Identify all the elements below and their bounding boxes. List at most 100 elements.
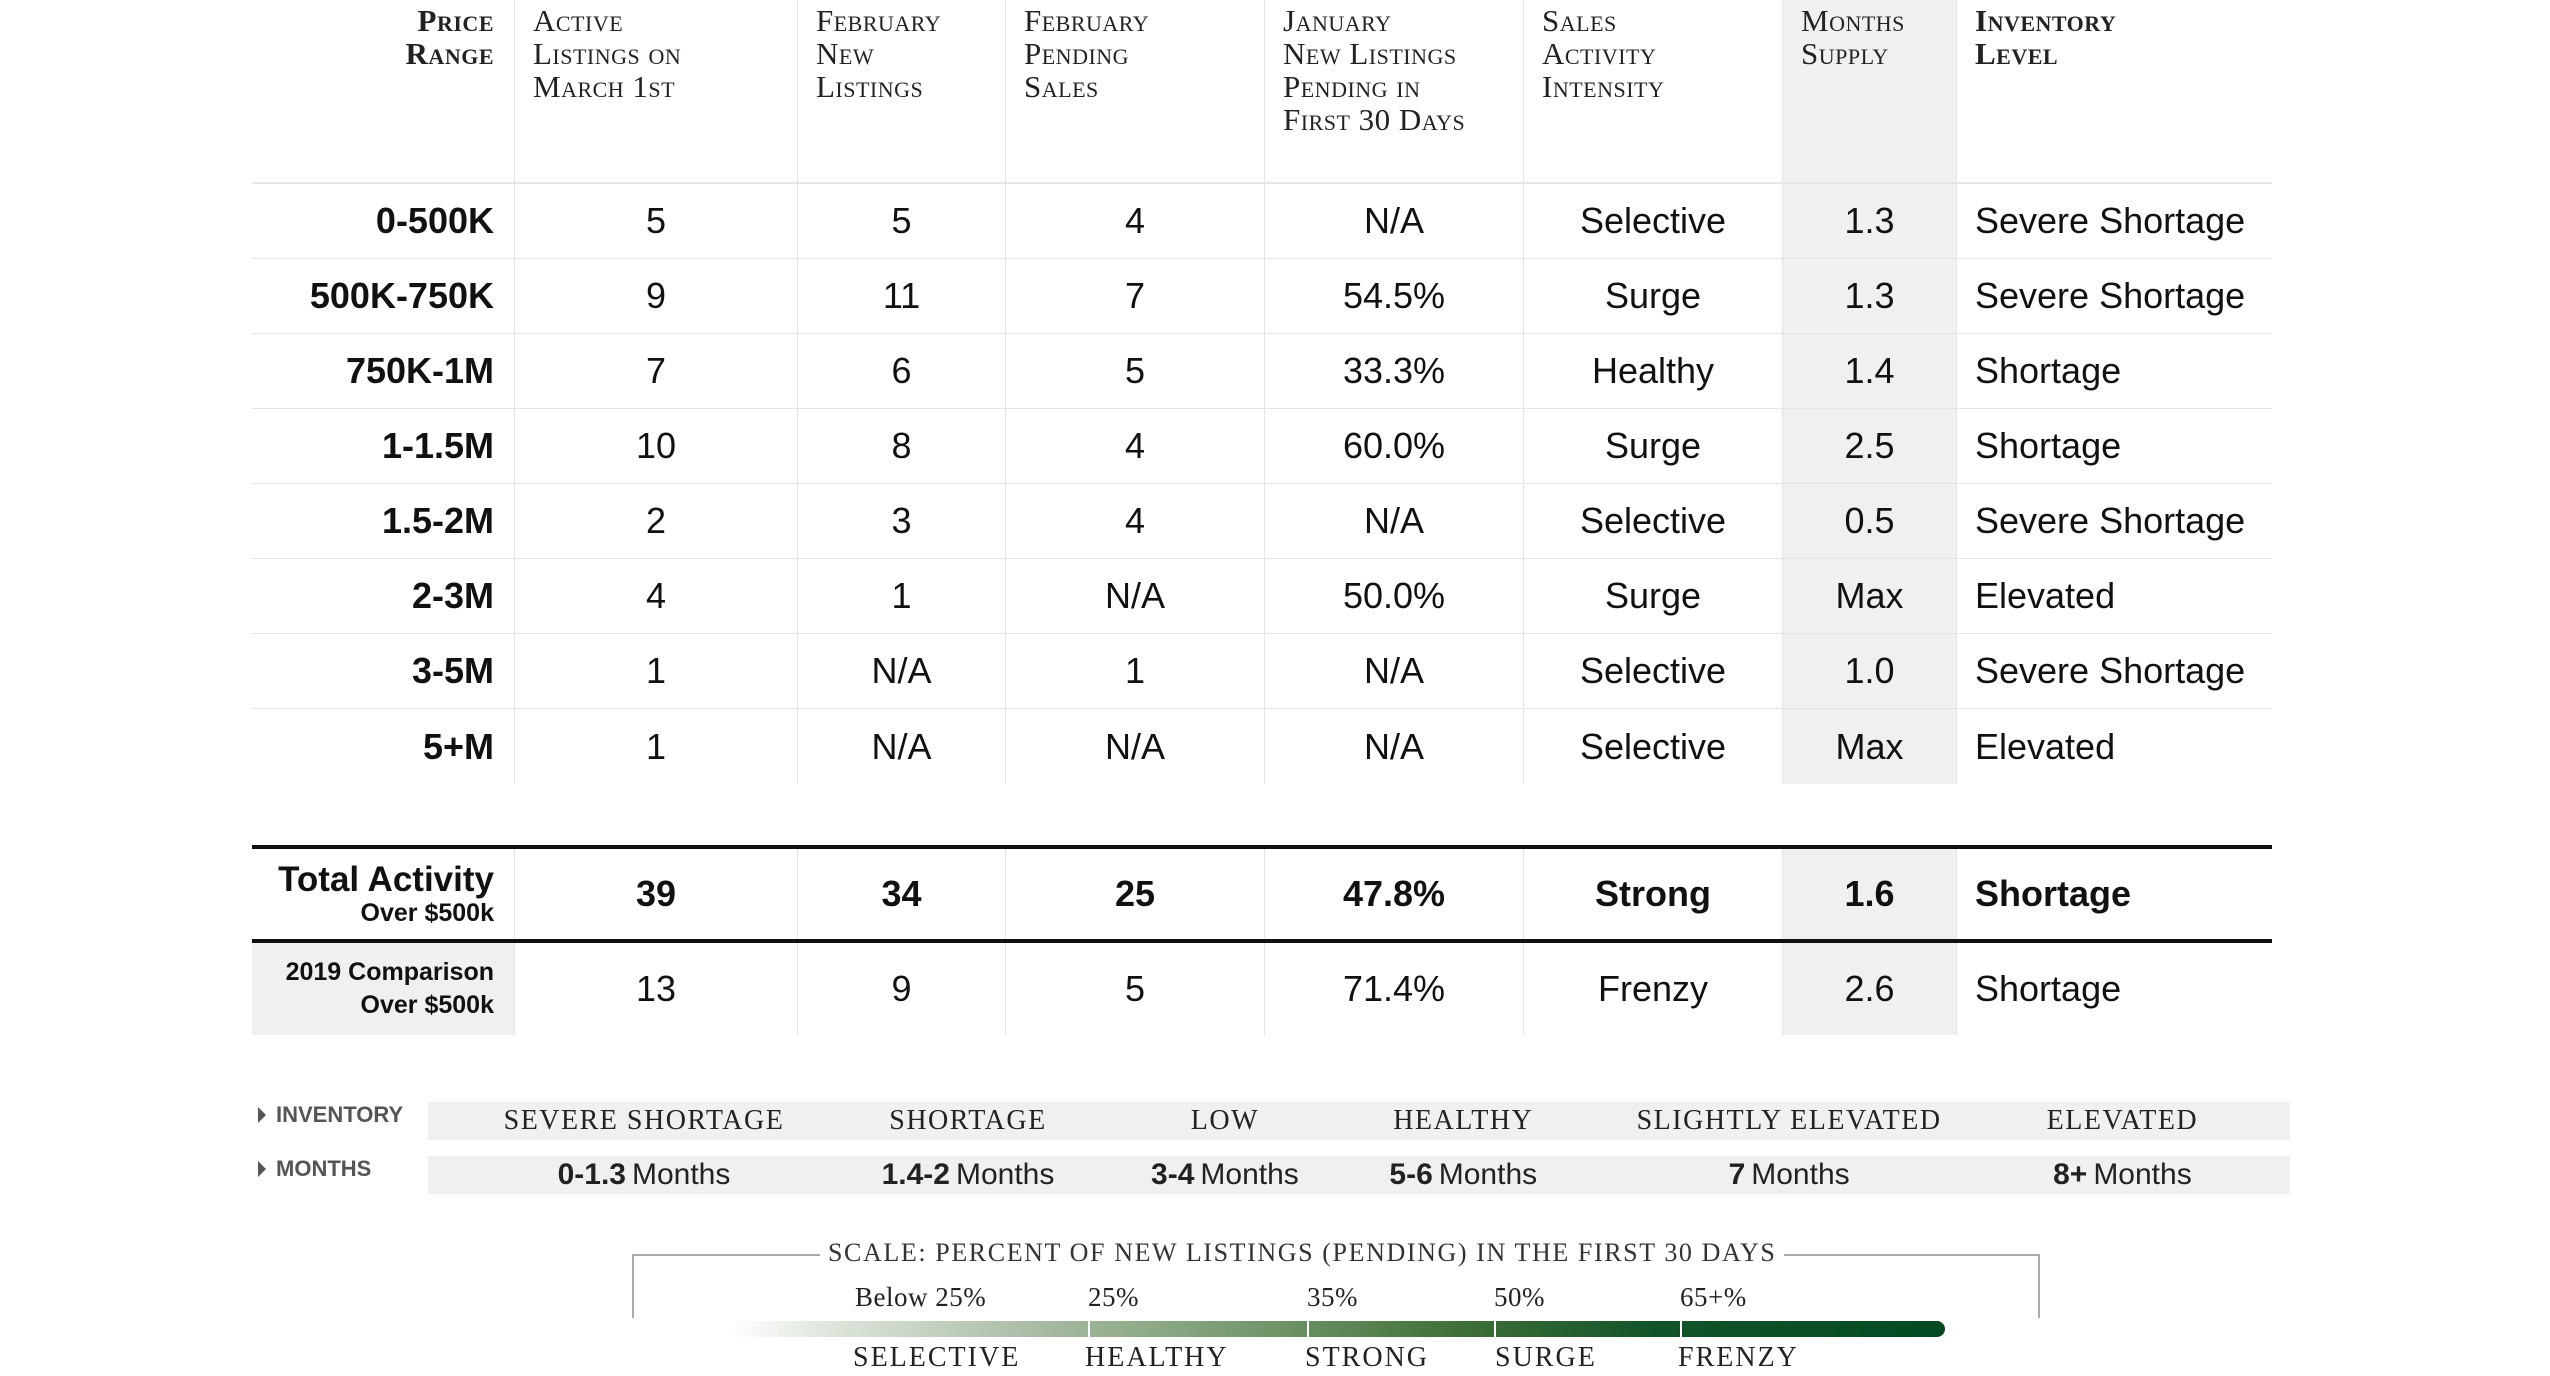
cell-active-listings: 10 [515,409,798,483]
table-row: 1.5-2M 2 3 4 N/A Selective 0.5 Severe Shortage [252,484,2272,559]
cell-pending-first-30-days: 33.3% [1265,334,1524,408]
cell-pending-sales: 1 [1006,634,1265,708]
cell-pending-sales: N/A [1006,559,1265,633]
months-range-label: 3-4 Months [1151,1156,1299,1194]
table-row: 5+M 1 N/A N/A N/A Selective Max Elevated [252,709,2272,784]
scale-level-label: STRONG [1305,1342,1430,1373]
cell-months-supply: 1.3 [1783,184,1957,258]
totals-section: Total Activity Over $500k 39 34 25 47.8%… [252,845,2272,1035]
table-row: 750K-1M 7 6 5 33.3% Healthy 1.4 Shortage [252,334,2272,409]
total-pending-sales: 25 [1006,849,1265,939]
cell-active-listings: 2 [515,484,798,558]
total-activity-row: Total Activity Over $500k 39 34 25 47.8%… [252,845,2272,943]
scale-tick [1680,1318,1682,1340]
cell-months-supply: Max [1783,559,1957,633]
cell-new-listings: 5 [798,184,1006,258]
cell-active-listings: 9 [515,259,798,333]
comparison-pending-sales: 5 [1006,943,1265,1035]
header-active-listings: Active Listings on March 1st [515,0,798,184]
months-range-value: 1.4-2 [881,1158,950,1191]
total-active-listings: 39 [515,849,798,939]
cell-pending-sales: 5 [1006,334,1265,408]
table-row: 2-3M 4 1 N/A 50.0% Surge Max Elevated [252,559,2272,634]
cell-inventory-level: Severe Shortage [1975,650,2246,691]
cell-pending-first-30-days: N/A [1265,184,1524,258]
cell-sales-activity: Selective [1524,184,1783,258]
scale-tick [1307,1318,1309,1340]
cell-inventory-level: Severe Shortage [1975,200,2246,241]
cell-new-listings: 1 [798,559,1006,633]
cell-months-supply: 2.5 [1783,409,1957,483]
cell-months-supply: 1.4 [1783,334,1957,408]
months-range-label: 5-6 Months [1389,1156,1537,1194]
header-price-range: Price Range [252,0,515,184]
caret-right-icon [258,1161,266,1177]
months-range-unit: Months [1200,1158,1299,1191]
scale-level-label: SELECTIVE [853,1342,1021,1373]
inventory-level-label: HEALTHY [1393,1105,1534,1136]
cell-pending-first-30-days: N/A [1265,484,1524,558]
cell-price-range: 3-5M [252,634,515,708]
comparison-title: 2019 Comparison [285,958,494,986]
cell-sales-activity: Selective [1524,484,1783,558]
comparison-months-supply: 2.6 [1783,943,1957,1035]
inventory-label-text: INVENTORY [276,1102,404,1127]
months-ranges-bar: 0-1.3 Months 1.4-2 Months 3-4 Months 5-6 Months… [428,1156,2290,1194]
cell-active-listings: 1 [515,634,798,708]
cell-new-listings: 11 [798,259,1006,333]
cell-pending-sales: 4 [1006,484,1265,558]
cell-new-listings: N/A [798,709,1006,784]
total-inventory-level: Shortage [1975,873,2132,914]
scale-level-label: HEALTHY [1085,1342,1229,1373]
inventory-level-label: ELEVATED [2046,1105,2199,1136]
cell-months-supply: Max [1783,709,1957,784]
months-range-unit: Months [1438,1158,1538,1191]
table-row: 500K-750K 9 11 7 54.5% Surge 1.3 Severe Shortag… [252,259,2272,334]
comparison-2019-row: 2019 Comparison Over $500k 13 9 5 71.4% … [252,943,2272,1035]
cell-price-range: 1.5-2M [252,484,515,558]
total-activity-subtitle: Over $500k [360,899,494,927]
cell-new-listings: N/A [798,634,1006,708]
comparison-label: 2019 Comparison Over $500k [252,943,515,1035]
months-range-label: 7 Months [1729,1156,1850,1194]
cell-price-range: 0-500K [252,184,515,258]
cell-sales-activity: Surge [1524,259,1783,333]
caret-right-icon [258,1107,266,1123]
months-range-value: 7 [1728,1158,1746,1191]
scale-gradient-bar [730,1321,1945,1337]
total-activity-label: Total Activity Over $500k [252,849,515,939]
months-range-value: 8+ [2053,1158,2088,1191]
cell-new-listings: 3 [798,484,1006,558]
table-header-row: Price Range Active Listings on March 1st Fe… [252,0,2272,184]
scale-title: SCALE: PERCENT OF NEW LISTINGS (PENDING)… [820,1238,1785,1268]
header-pending-first-30-days: January New Listings Pending in First 30 Da… [1265,0,1524,184]
total-activity-title: Total Activity [278,860,494,899]
scale-level-label: FRENZY [1678,1342,1799,1373]
cell-pending-sales: 4 [1006,409,1265,483]
cell-pending-first-30-days: N/A [1265,709,1524,784]
scale-level-label: SURGE [1495,1342,1597,1373]
table-row: 0-500K 5 5 4 N/A Selective 1.3 Severe Shortage [252,184,2272,259]
cell-price-range: 5+M [252,709,515,784]
cell-pending-first-30-days: 54.5% [1265,259,1524,333]
cell-active-listings: 7 [515,334,798,408]
months-range-label: 1.4-2 Months [882,1156,1055,1194]
cell-price-range: 1-1.5M [252,409,515,483]
months-range-value: 5-6 [1389,1158,1433,1191]
inventory-level-label: SLIGHTLY ELEVATED [1636,1105,1942,1136]
scale-threshold-label: 25% [1088,1282,1139,1312]
cell-months-supply: 1.3 [1783,259,1957,333]
table-row: 3-5M 1 N/A 1 N/A Selective 1.0 Severe Shortage [252,634,2272,709]
cell-sales-activity: Selective [1524,709,1783,784]
total-new-listings: 34 [798,849,1006,939]
cell-inventory-level: Severe Shortage [1975,500,2246,541]
comparison-inventory-level: Shortage [1975,968,2122,1009]
comparison-sales-activity: Frenzy [1524,943,1783,1035]
cell-active-listings: 5 [515,184,798,258]
total-sales-activity: Strong [1524,849,1783,939]
header-sales-activity-intensity: Sales Activity Intensity [1524,0,1783,184]
comparison-active-listings: 13 [515,943,798,1035]
cell-price-range: 500K-750K [252,259,515,333]
months-range-value: 3-4 [1151,1158,1195,1191]
scale-threshold-label: 65+% [1680,1282,1747,1312]
